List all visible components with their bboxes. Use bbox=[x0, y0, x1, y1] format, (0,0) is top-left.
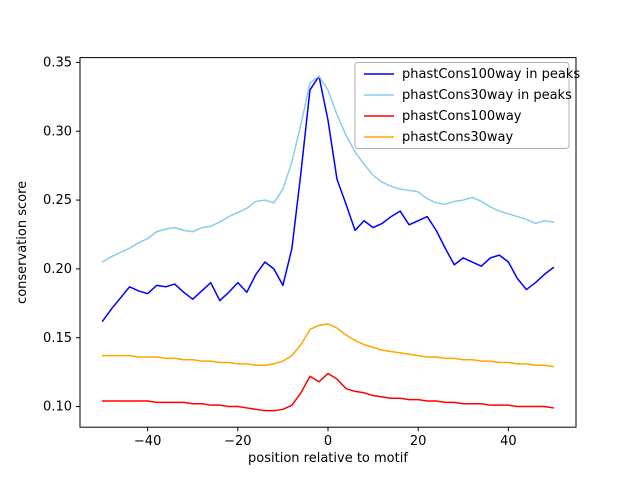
x-tick-label: 0 bbox=[324, 434, 332, 449]
series-line-phastcons30way-in-peaks bbox=[101, 75, 555, 263]
y-tick-label: 0.25 bbox=[43, 193, 72, 208]
legend-label-phastcons30way: phastCons30way bbox=[402, 130, 514, 145]
x-tick-label: 20 bbox=[410, 434, 427, 449]
y-tick-label: 0.15 bbox=[43, 331, 72, 346]
series-line-phastcons100way-in-peaks bbox=[101, 75, 555, 322]
legend-label-phastcons30way-in-peaks: phastCons30way in peaks bbox=[402, 88, 572, 103]
x-tick-label: −20 bbox=[224, 434, 251, 449]
y-tick-label: 0.35 bbox=[43, 56, 72, 71]
y-tick-label: 0.20 bbox=[43, 262, 72, 277]
x-tick-label: 40 bbox=[500, 434, 517, 449]
y-tick-label: 0.30 bbox=[43, 124, 72, 139]
legend: phastCons100way in peaks phastCons30way i… bbox=[354, 62, 580, 149]
series-line-phastcons30way bbox=[101, 323, 555, 368]
legend-box bbox=[354, 62, 570, 149]
axes-layer: −40 −20 0 20 40 0.10 0.15 0.20 0.25 0.30 0.35 bbox=[43, 56, 577, 449]
x-tick-label: −40 bbox=[134, 434, 161, 449]
legend-label-phastcons100way-in-peaks: phastCons100way in peaks bbox=[402, 67, 580, 82]
series-line-phastcons100way bbox=[101, 372, 555, 412]
y-axis-label: conservation score bbox=[15, 181, 30, 304]
y-tick-label: 0.10 bbox=[43, 400, 72, 415]
series-layer bbox=[101, 75, 555, 412]
x-axis-label: position relative to motif bbox=[248, 451, 408, 466]
legend-label-phastcons100way: phastCons100way bbox=[402, 109, 522, 124]
